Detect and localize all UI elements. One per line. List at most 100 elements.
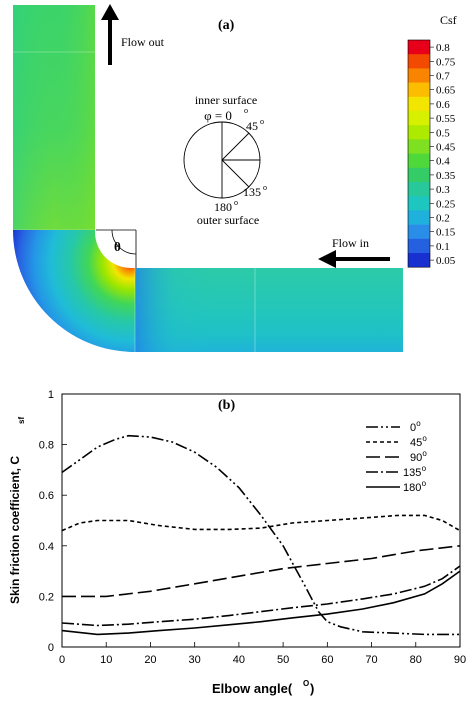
panel-b-label: (b) — [218, 398, 235, 413]
legend-label: 90 — [410, 452, 422, 464]
colorbar-title: Csf — [440, 13, 457, 27]
angle-label-180: 180 o — [214, 198, 238, 214]
flow-in-label: Flow in — [332, 236, 369, 250]
colorbar-swatch — [408, 182, 430, 197]
colorbar-tick-label: 0.5 — [436, 127, 450, 139]
colorbar-frame — [407, 39, 431, 268]
x-tick-label: 70 — [365, 654, 377, 666]
line-chart: 0 10 20 30 40 50 60 70 80 90 00.20.40.60.81 0 o45 o… — [39, 389, 466, 666]
svg-text:): ) — [310, 681, 314, 696]
x-tick-label: 60 — [321, 654, 333, 666]
colorbar-swatch — [408, 253, 430, 268]
colorbar-tick-label: 0.65 — [436, 85, 456, 97]
angle-label-135: 135 o — [243, 183, 267, 199]
y-tick-label: 0 — [48, 642, 54, 654]
y-tick-label: 0.4 — [39, 541, 54, 553]
colorbar-swatch — [408, 139, 430, 154]
legend-label: 135 — [403, 467, 421, 479]
colorbar-swatch — [408, 210, 430, 225]
radius-135 — [221, 159, 250, 188]
flow-in-arrow — [318, 250, 390, 268]
legend-label-sup: o — [416, 419, 421, 428]
svg-text:O: O — [303, 679, 309, 688]
theta-label: θ — [114, 239, 121, 254]
series-line-90 — [62, 545, 461, 598]
theta-arc — [111, 229, 137, 255]
angle-label-45: 45 o — [246, 117, 264, 133]
colorbar-tick-label: 0.75 — [436, 56, 456, 68]
colorbar-tick-label: 0.05 — [436, 255, 456, 267]
inner-surface-label: inner surface — [195, 93, 257, 107]
colorbar-swatch — [408, 196, 430, 211]
colorbar: 0.8 0.75 0.7 0.65 0.6 0.55 0.5 0.45 0.4 0.35 0.3 0.… — [407, 39, 456, 268]
legend-label: 180 — [403, 482, 421, 494]
colorbar-tick-label: 0.3 — [436, 184, 450, 196]
vertical-pipe-shading — [13, 5, 95, 231]
y-tick-label: 0.2 — [39, 591, 54, 603]
flow-out-label: Flow out — [121, 35, 165, 49]
colorbar-swatch — [408, 111, 430, 126]
y-axis-title: Skin friction coefficient, C sf — [8, 417, 26, 604]
x-tick-label: 30 — [189, 654, 201, 666]
colorbar-swatch — [408, 68, 430, 83]
x-tick-label: 10 — [100, 654, 112, 666]
x-tick-label: 40 — [233, 654, 245, 666]
svg-text:Elbow angle(: Elbow angle( — [212, 681, 293, 696]
x-tick-label: 80 — [410, 654, 422, 666]
legend-label: 45 — [410, 437, 422, 449]
svg-text:135: 135 — [243, 185, 261, 199]
colorbar-tick-label: 0.45 — [436, 142, 456, 154]
series-line-0 — [61, 434, 460, 636]
y-tick-label: 0.6 — [39, 490, 54, 502]
legend-label-sup: o — [422, 464, 427, 473]
legend-label-sup: o — [422, 479, 427, 488]
outer-surface-label: outer surface — [197, 213, 259, 227]
colorbar-tick-label: 0.1 — [436, 241, 450, 253]
x-tick-label: 50 — [277, 654, 289, 666]
phi-diagram: inner surface φ = 0 o 45 o 135 o 180 o o… — [183, 93, 267, 227]
colorbar-swatch — [408, 224, 430, 240]
series-line-135 — [61, 565, 461, 627]
y-axis: 0 0.2 0.4 0.6 0.8 1 — [39, 389, 67, 654]
colorbar-tick-label: 0.8 — [436, 42, 450, 54]
colorbar-swatch — [408, 238, 430, 254]
colorbar-tick-label: 0.6 — [436, 99, 450, 111]
colorbar-swatch — [408, 96, 430, 112]
colorbar-tick-label: 0.7 — [436, 71, 450, 83]
colorbar-swatch — [408, 82, 430, 98]
x-tick-label: 20 — [144, 654, 156, 666]
phi-label: φ = 0 — [204, 108, 232, 123]
legend-label: 0 — [410, 422, 416, 434]
colorbar-tick-label: 0.2 — [436, 213, 450, 225]
horizontal-pipe-shading — [135, 268, 215, 352]
y-tick-label: 1 — [48, 389, 54, 401]
colorbar-tick-label: 0.55 — [436, 113, 456, 125]
svg-text:o: o — [263, 183, 267, 192]
colorbar-swatch — [408, 40, 430, 55]
svg-text:180: 180 — [214, 200, 232, 214]
series-line-45 — [61, 514, 461, 532]
svg-text:o: o — [260, 117, 264, 126]
panel-a-label: (a) — [218, 18, 235, 33]
colorbar-tick-label: 0.4 — [436, 156, 450, 168]
colorbar-swatch — [408, 167, 430, 183]
svg-text:45: 45 — [246, 119, 258, 133]
svg-text:Skin friction coefficient, C: Skin friction coefficient, C — [8, 456, 22, 604]
x-axis-title: Elbow angle( O ) — [212, 679, 314, 696]
colorbar-swatch — [408, 153, 430, 169]
colorbar-swatch — [408, 125, 430, 140]
svg-text:o: o — [234, 198, 238, 207]
elbow-section — [13, 230, 138, 352]
legend-label-sup: o — [422, 449, 427, 458]
x-axis: 0 10 20 30 40 50 60 70 80 90 — [59, 642, 466, 666]
flow-out-arrow — [101, 4, 119, 65]
contour-plot: θ — [13, 5, 403, 352]
x-tick-label: 90 — [454, 654, 466, 666]
phi-sup: o — [244, 106, 248, 115]
plot-frame — [61, 393, 461, 648]
x-tick-label: 0 — [59, 654, 65, 666]
colorbar-tick-label: 0.25 — [436, 198, 456, 210]
legend-label-sup: o — [422, 434, 427, 443]
